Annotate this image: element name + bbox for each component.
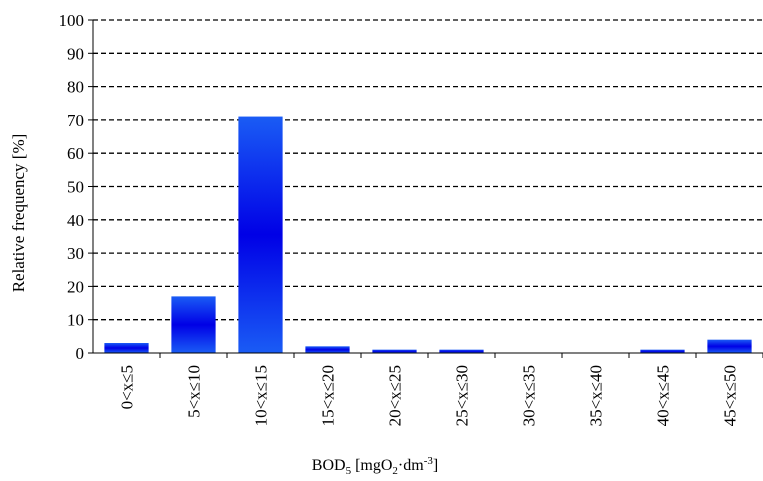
x-axis-label-subscript: 5 [346, 465, 352, 476]
bar-5<x≤10 [171, 296, 216, 353]
x-tick-label: 40<x≤45 [654, 365, 673, 426]
x-axis-label-main: BOD [312, 457, 346, 474]
x-tick-label: 35<x≤40 [587, 365, 606, 426]
bar-25<x≤30 [439, 349, 484, 353]
y-tick-label: 0 [76, 344, 85, 363]
bar-15<x≤20 [305, 346, 350, 353]
x-tick-label: 15<x≤20 [319, 365, 338, 426]
x-tick-label: 10<x≤15 [252, 365, 271, 426]
y-tick-label: 100 [59, 11, 85, 30]
y-tick-label: 30 [67, 244, 84, 263]
x-tick-label: 30<x≤35 [520, 365, 539, 426]
y-tick-label: 10 [67, 311, 84, 330]
y-tick-label: 90 [67, 44, 84, 63]
y-tick-label: 20 [67, 277, 84, 296]
y-tick-labels: 0 10 20 30 40 50 60 70 80 90 100 [59, 11, 85, 363]
x-tick-label: 45<x≤50 [721, 365, 740, 426]
x-axis-label: BOD5 [mgO2·dm-3] [312, 455, 438, 476]
grid-lines [93, 19, 763, 321]
bar-0<x≤5 [104, 343, 149, 353]
x-tick-labels: 0<x≤5 5<x≤10 10<x≤15 15<x≤20 20<x≤25 25<x≤30 3… [118, 365, 740, 426]
bar-45<x≤50 [707, 339, 752, 353]
y-tick-label: 40 [67, 211, 84, 230]
x-tick-label: 25<x≤30 [453, 365, 472, 426]
bar-20<x≤25 [372, 349, 417, 353]
x-axis-unit-open: [mgO [351, 457, 392, 474]
y-tick-label: 80 [67, 78, 84, 97]
bar-10<x≤15 [238, 116, 283, 353]
x-axis-unit-subscript: 2 [392, 465, 398, 476]
x-tick-label: 0<x≤5 [118, 365, 137, 409]
y-axis-label: Relative frequency [%] [9, 134, 28, 293]
bar-40<x≤45 [640, 349, 685, 353]
y-tick-label: 70 [67, 111, 84, 130]
x-tick-label: 20<x≤25 [386, 365, 405, 426]
x-axis-unit-superscript: -3 [424, 455, 434, 467]
x-axis-unit-close: ] [433, 457, 438, 474]
y-tick-label: 50 [67, 178, 84, 197]
y-tick-label: 60 [67, 144, 84, 163]
x-axis-unit-mid: ·dm [398, 457, 424, 474]
x-tick-label: 5<x≤10 [185, 365, 204, 418]
axes [88, 19, 763, 358]
bars [104, 116, 752, 353]
